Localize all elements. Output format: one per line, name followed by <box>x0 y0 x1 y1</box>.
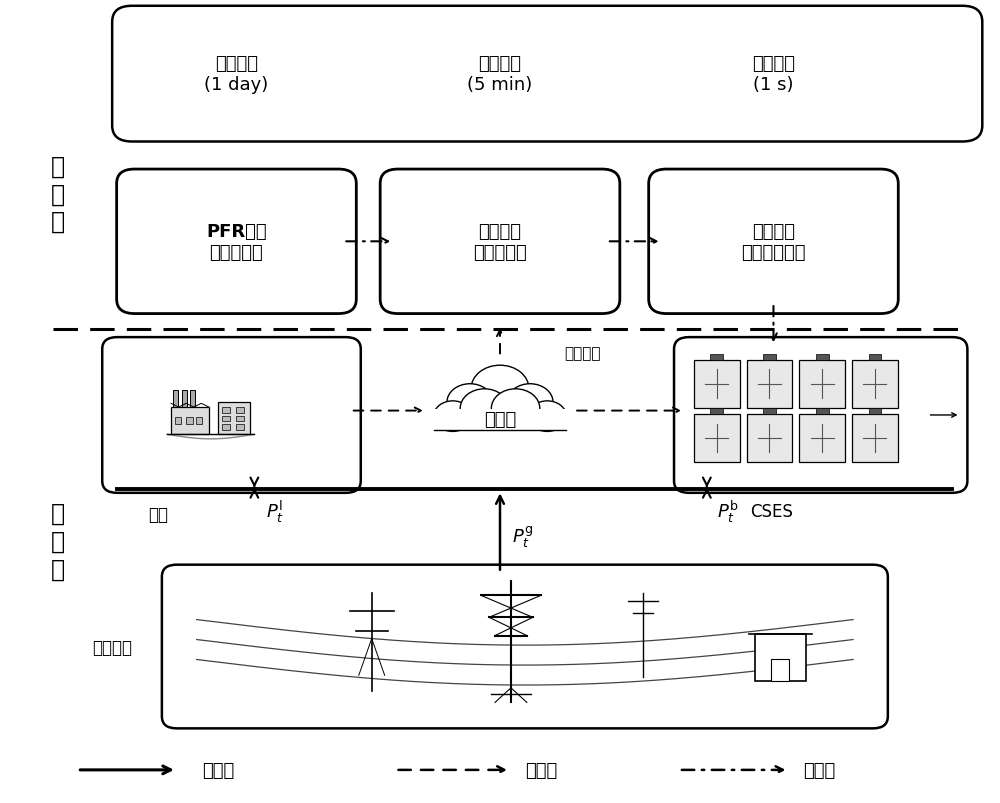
Bar <box>222 408 230 414</box>
Bar <box>431 410 569 430</box>
Circle shape <box>491 389 540 428</box>
Circle shape <box>434 402 472 432</box>
Bar <box>747 414 792 463</box>
Bar <box>190 391 195 409</box>
Bar <box>869 409 881 414</box>
FancyBboxPatch shape <box>162 565 888 728</box>
Bar <box>694 414 740 463</box>
Bar <box>196 418 202 424</box>
Bar <box>710 355 723 361</box>
Bar <box>763 409 776 414</box>
Bar <box>182 391 187 412</box>
Text: 设
备
层: 设 备 层 <box>50 501 65 581</box>
Bar <box>816 409 829 414</box>
Bar <box>236 425 244 430</box>
Text: 输配电网: 输配电网 <box>92 638 132 656</box>
Bar <box>222 425 230 430</box>
FancyBboxPatch shape <box>674 338 967 493</box>
Text: 日前投标
(1 day): 日前投标 (1 day) <box>204 55 269 94</box>
Circle shape <box>447 385 493 422</box>
Text: $P_t^{\rm b}$: $P_t^{\rm b}$ <box>717 499 738 524</box>
Bar <box>852 414 898 463</box>
Bar <box>236 416 244 422</box>
Text: PFR市场
投标与出清: PFR市场 投标与出清 <box>206 222 267 262</box>
Text: 决策流: 决策流 <box>803 761 836 779</box>
Bar <box>222 416 230 422</box>
Bar <box>755 634 806 682</box>
Bar <box>771 659 789 682</box>
Bar <box>173 391 178 407</box>
Bar <box>747 361 792 408</box>
Circle shape <box>528 402 566 432</box>
FancyBboxPatch shape <box>102 338 361 493</box>
Text: 数据集: 数据集 <box>484 410 516 428</box>
Text: CSES: CSES <box>750 503 793 520</box>
Bar <box>852 361 898 408</box>
Bar <box>694 361 740 408</box>
Circle shape <box>507 385 553 422</box>
Text: $P_t^{\rm l}$: $P_t^{\rm l}$ <box>266 499 285 524</box>
Bar <box>763 355 776 361</box>
Text: 滚动优化
功率基准点: 滚动优化 功率基准点 <box>473 222 527 262</box>
FancyBboxPatch shape <box>117 170 356 314</box>
Circle shape <box>460 389 509 428</box>
Bar <box>710 409 723 414</box>
Bar <box>799 361 845 408</box>
Text: 电力流: 电力流 <box>202 761 234 779</box>
Bar <box>236 408 244 414</box>
Bar <box>186 418 193 424</box>
Circle shape <box>471 365 529 412</box>
FancyBboxPatch shape <box>112 6 982 142</box>
Bar <box>175 418 181 424</box>
Text: 实时控制
(1 s): 实时控制 (1 s) <box>752 55 795 94</box>
Text: 日内运行
(5 min): 日内运行 (5 min) <box>467 55 533 94</box>
Bar <box>171 407 209 434</box>
Text: 信息流: 信息流 <box>525 761 557 779</box>
FancyBboxPatch shape <box>649 170 898 314</box>
Text: 负荷: 负荷 <box>148 506 168 524</box>
Bar <box>218 403 250 434</box>
Bar <box>869 355 881 361</box>
Text: 至决策层: 至决策层 <box>565 346 601 361</box>
Text: 自动响应
实时控制功率: 自动响应 实时控制功率 <box>741 222 806 262</box>
Text: 决
策
层: 决 策 层 <box>50 154 65 234</box>
Text: $P_t^{\rm g}$: $P_t^{\rm g}$ <box>512 524 533 549</box>
Bar <box>799 414 845 463</box>
FancyBboxPatch shape <box>380 170 620 314</box>
Bar <box>816 355 829 361</box>
